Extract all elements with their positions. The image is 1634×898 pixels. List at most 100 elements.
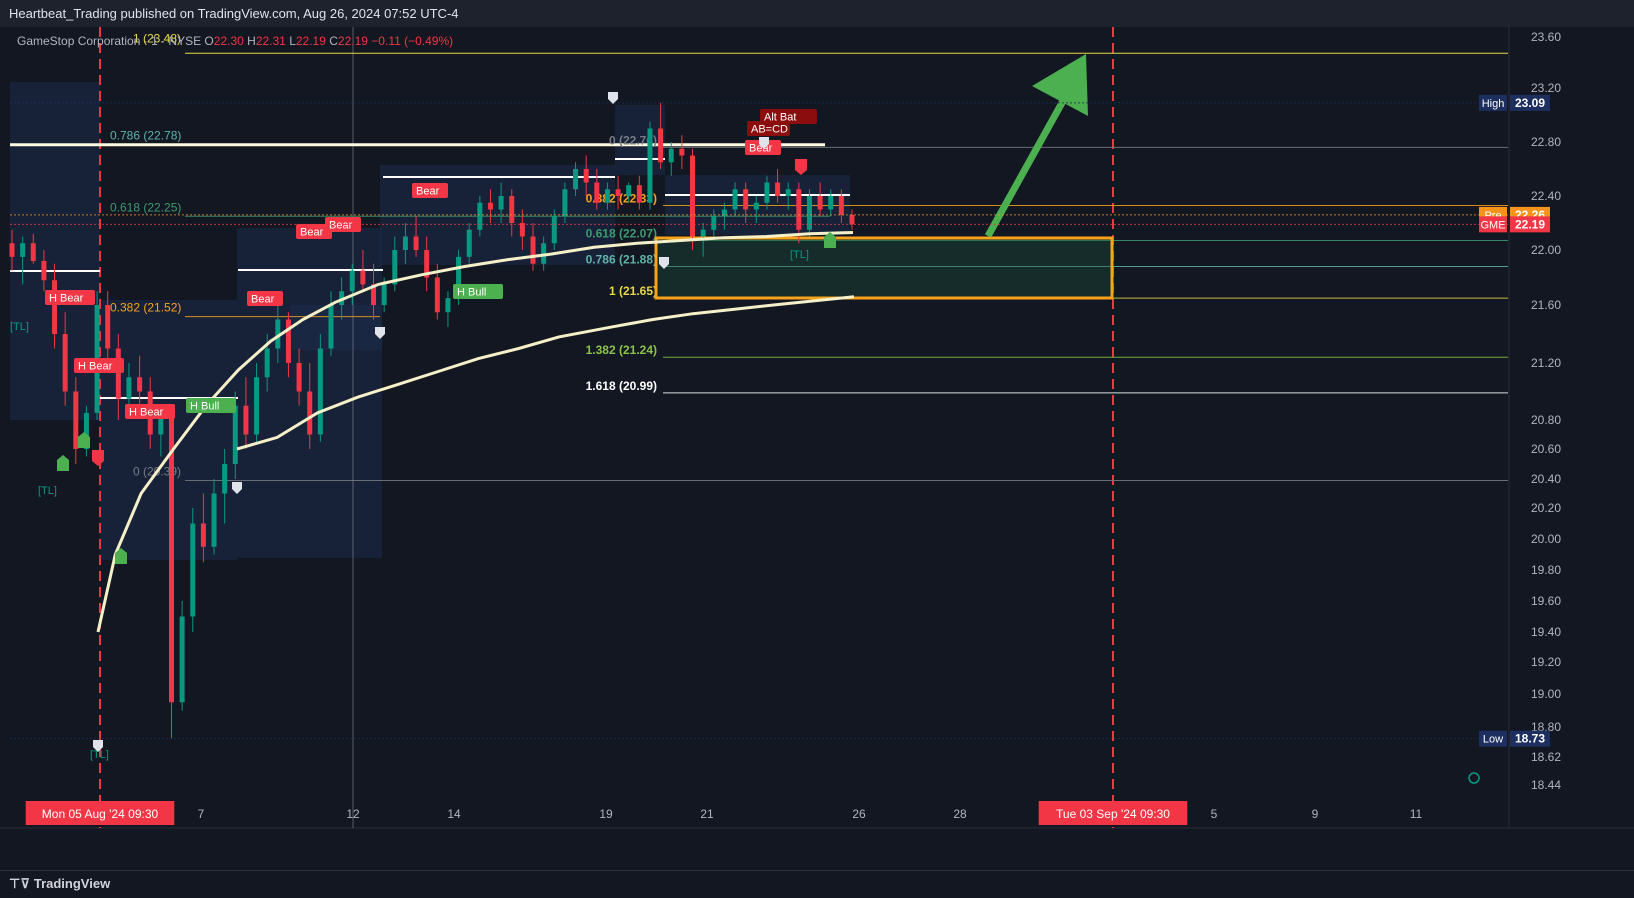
price-tick-label: 18.80 bbox=[1531, 720, 1561, 734]
candle-body bbox=[711, 216, 717, 230]
ohlc-low-label: L bbox=[289, 34, 296, 48]
candle bbox=[615, 175, 621, 210]
candle bbox=[732, 182, 738, 217]
candle bbox=[573, 162, 579, 196]
footer-bar: ⊤⊽ TradingView bbox=[0, 870, 1634, 898]
candle bbox=[828, 189, 834, 217]
time-tick-label: 19 bbox=[599, 807, 613, 821]
target-arrow-head bbox=[1032, 54, 1088, 116]
candle bbox=[743, 182, 749, 223]
price-tag: GME 22.19 bbox=[10, 216, 1550, 233]
fib-right-label: 0.618 (22.07) bbox=[586, 227, 657, 241]
price-tick-label: 19.80 bbox=[1531, 563, 1561, 577]
tl-tag: [TL] bbox=[38, 485, 57, 497]
signal-label-bg bbox=[125, 404, 175, 419]
candle-body bbox=[9, 243, 15, 257]
candle bbox=[115, 334, 121, 420]
candle bbox=[785, 182, 791, 210]
signal-label-text: H Bull bbox=[457, 287, 486, 299]
publisher-text: Heartbeat_Trading published on TradingVi… bbox=[9, 6, 459, 21]
time-highlight-bg bbox=[1038, 801, 1188, 825]
signal-label: H Bull bbox=[453, 284, 503, 299]
signal-label-text: H Bear bbox=[129, 407, 164, 419]
candle-body bbox=[392, 250, 398, 285]
ohlc-close: 22.19 bbox=[337, 34, 368, 48]
price-chart[interactable]: 1 (23.48) 0.786 (22.78) 0.618 (22.25) 0.382… bbox=[0, 0, 1634, 870]
signal-label-text: Bear bbox=[251, 294, 275, 306]
signal-label: H Bear bbox=[45, 290, 95, 305]
tv-logo-icon: ⊤⊽ bbox=[9, 876, 30, 891]
candle-body bbox=[530, 236, 536, 264]
candle-body bbox=[413, 236, 419, 250]
ohlc-close-label: C bbox=[329, 34, 338, 48]
signal-label-bg bbox=[760, 109, 817, 124]
bull-marker-icon bbox=[57, 455, 69, 471]
candle-body bbox=[573, 169, 579, 190]
candle bbox=[668, 142, 674, 176]
symbol-legend: GameStop Corporation · 1 · NYSE O22.30 H… bbox=[17, 34, 453, 48]
candle-body bbox=[317, 348, 323, 435]
time-tick-label: Mon 05 Aug '24 09:30 bbox=[42, 807, 159, 821]
price-tag: Low 18.73 bbox=[10, 730, 1550, 747]
candle bbox=[647, 121, 653, 210]
price-tick-label: 22.00 bbox=[1531, 243, 1561, 257]
price-tick-label: 21.60 bbox=[1531, 298, 1561, 312]
candle bbox=[94, 291, 100, 420]
price-tag-value: 18.73 bbox=[1515, 732, 1545, 746]
candle bbox=[838, 189, 844, 223]
price-tag-label-bg bbox=[1479, 216, 1507, 233]
tradingview-logo[interactable]: ⊤⊽ TradingView bbox=[9, 876, 110, 892]
candle bbox=[679, 135, 685, 169]
candle-body bbox=[764, 182, 770, 203]
ohlc-high: 22.31 bbox=[255, 34, 286, 48]
candle bbox=[413, 216, 419, 257]
candle bbox=[179, 601, 185, 711]
signal-label-bg bbox=[453, 284, 503, 299]
candle-body bbox=[371, 284, 377, 305]
ohlc-low: 22.19 bbox=[295, 34, 326, 48]
candle bbox=[360, 250, 366, 292]
candle-body bbox=[243, 405, 249, 435]
candle bbox=[222, 449, 228, 524]
chart-settings-icon[interactable] bbox=[1468, 772, 1480, 784]
bear-marker-icon bbox=[795, 159, 807, 175]
candle bbox=[849, 209, 855, 230]
candle-body bbox=[817, 196, 823, 210]
tl-tag: [TL] bbox=[790, 249, 809, 261]
candle-body bbox=[137, 377, 143, 392]
signal-label: AB=CD bbox=[747, 121, 790, 136]
candle-body bbox=[349, 270, 355, 292]
candle-body bbox=[732, 189, 738, 210]
candle-body bbox=[828, 196, 834, 210]
signal-label-text: AB=CD bbox=[751, 124, 788, 136]
candle-body bbox=[498, 196, 504, 210]
price-change: −0.11 (−0.49%) bbox=[371, 34, 454, 48]
signal-label: Bear bbox=[296, 224, 332, 239]
candle bbox=[604, 182, 610, 210]
candle-body bbox=[328, 305, 334, 349]
signal-label-bg bbox=[412, 183, 448, 198]
fib-left-label: 0.382 (21.52) bbox=[110, 301, 181, 315]
candle bbox=[168, 405, 174, 739]
signal-label-bg bbox=[45, 290, 95, 305]
candle-body bbox=[285, 319, 291, 363]
price-tag-value: 22.19 bbox=[1515, 217, 1545, 231]
candle bbox=[690, 148, 696, 250]
candle bbox=[562, 182, 568, 223]
fib-right-label: 1.382 (21.24) bbox=[586, 343, 657, 357]
candle bbox=[20, 236, 26, 285]
price-tick-label: 21.20 bbox=[1531, 356, 1561, 370]
signal-label-text: H Bear bbox=[78, 361, 113, 373]
candle-body bbox=[307, 391, 313, 435]
signal-label-bg bbox=[296, 224, 332, 239]
signal-label-bg bbox=[74, 358, 124, 373]
time-tick-label: 7 bbox=[198, 807, 205, 821]
candle bbox=[285, 312, 291, 378]
candle bbox=[424, 236, 430, 292]
symbol-name: GameStop Corporation · 1 · NYSE bbox=[17, 34, 202, 48]
candle-body bbox=[743, 189, 749, 210]
candle bbox=[307, 363, 313, 449]
candle bbox=[764, 175, 770, 210]
price-tick-label: 23.20 bbox=[1531, 81, 1561, 95]
pivot-marker-icon bbox=[659, 257, 669, 269]
